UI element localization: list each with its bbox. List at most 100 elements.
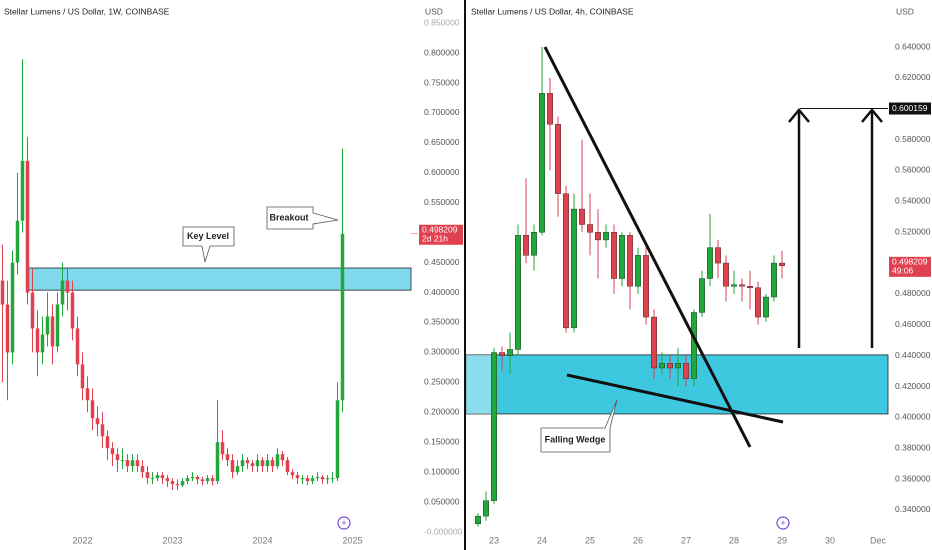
y-tick-label: 0.650000 bbox=[424, 137, 460, 147]
candle-body bbox=[145, 472, 150, 479]
candle-body bbox=[315, 476, 320, 479]
y-tick-label: 0.600000 bbox=[424, 167, 460, 177]
falling-wedge-callout: Falling Wedge bbox=[540, 399, 618, 453]
candle-body bbox=[190, 476, 195, 479]
candle-body bbox=[135, 460, 140, 467]
y-tick-label: 0.420000 bbox=[895, 381, 931, 391]
y-tick-label: -0.000000 bbox=[424, 526, 463, 536]
candle-body bbox=[55, 304, 60, 347]
candle-body bbox=[627, 235, 634, 287]
candle-body bbox=[619, 235, 626, 279]
candle-body bbox=[539, 93, 546, 233]
candle-body bbox=[330, 478, 335, 480]
y-tick-label: 0.380000 bbox=[895, 442, 931, 452]
target-price-label: 0.600159 bbox=[892, 103, 928, 113]
candle-body bbox=[603, 232, 610, 241]
candle-body bbox=[235, 466, 240, 473]
last-price-box bbox=[889, 256, 931, 277]
candle-body bbox=[285, 460, 290, 473]
candle-body bbox=[483, 500, 490, 517]
x-tick-label: 26 bbox=[633, 535, 643, 545]
last-price-label: 0.498209 bbox=[422, 225, 458, 235]
candle-body bbox=[130, 460, 135, 467]
arrow-head bbox=[788, 108, 810, 123]
candle-body bbox=[85, 388, 90, 401]
wedge-upper-line bbox=[543, 46, 752, 448]
y-tick-label: 0.540000 bbox=[895, 196, 931, 206]
candle-body bbox=[15, 220, 20, 263]
candle-body bbox=[30, 292, 35, 329]
callout-text: Falling Wedge bbox=[545, 434, 606, 444]
last-price-box bbox=[419, 224, 463, 245]
candle-body bbox=[245, 460, 250, 464]
candle-body bbox=[70, 292, 75, 329]
x-tick-label: 30 bbox=[825, 535, 835, 545]
candle-body bbox=[340, 233, 345, 401]
candle-body bbox=[240, 460, 245, 467]
candle-body bbox=[475, 515, 482, 525]
x-tick-label: 24 bbox=[537, 535, 547, 545]
y-tick-label: 0.250000 bbox=[424, 377, 460, 387]
candle-body bbox=[611, 232, 618, 279]
target-arrow bbox=[788, 108, 810, 348]
candle-body bbox=[320, 476, 325, 480]
target-price-box bbox=[889, 102, 931, 115]
candle-body bbox=[90, 400, 95, 419]
x-tick-label: 2025 bbox=[342, 535, 362, 545]
y-tick-label: 0.400000 bbox=[424, 287, 460, 297]
y-tick-label: 0.550000 bbox=[424, 197, 460, 207]
candle-body bbox=[587, 224, 594, 233]
chart-title: Stellar Lumens / US Dollar, 4h, COINBASE bbox=[471, 6, 634, 16]
candle-body bbox=[523, 235, 530, 256]
candle-body bbox=[0, 280, 5, 305]
candle-body bbox=[100, 424, 105, 437]
candle-body bbox=[739, 284, 746, 287]
candle-body bbox=[635, 255, 642, 287]
countdown-label: 2d 21h bbox=[422, 234, 448, 244]
wedge-lower-line bbox=[566, 373, 784, 424]
candle-body bbox=[667, 363, 674, 369]
breakout-callout: Breakout bbox=[266, 206, 339, 230]
candle-body bbox=[771, 262, 778, 298]
indicator-icon[interactable] bbox=[776, 516, 790, 530]
four-hour-chart: 0.340000 0.360000 0.380000 0.400000 0.420000… bbox=[465, 41, 931, 545]
indicator-icon-plus: + bbox=[341, 518, 346, 528]
candle-body bbox=[225, 454, 230, 461]
y-tick-label: 0.440000 bbox=[895, 350, 931, 360]
candle-body bbox=[195, 476, 200, 480]
candle-body bbox=[250, 463, 255, 467]
x-tick-label: 2023 bbox=[162, 535, 182, 545]
x-tick-label: Dec bbox=[870, 535, 887, 545]
candle-body bbox=[45, 316, 50, 335]
candle-body bbox=[50, 316, 55, 347]
candle-body bbox=[731, 284, 738, 287]
candle-body bbox=[205, 478, 210, 482]
candle-body bbox=[25, 160, 30, 293]
candle-body bbox=[75, 328, 80, 365]
candle-body bbox=[755, 287, 762, 318]
candle-body bbox=[547, 93, 554, 125]
candle-body bbox=[60, 280, 65, 305]
candle-body bbox=[165, 478, 170, 482]
candle-body bbox=[335, 400, 340, 479]
candle-body bbox=[155, 475, 160, 479]
candle-body bbox=[691, 312, 698, 379]
axis-unit: USD bbox=[425, 6, 443, 16]
candle-body bbox=[707, 247, 714, 279]
candle-body bbox=[563, 193, 570, 329]
y-tick-label: 0.480000 bbox=[895, 288, 931, 298]
countdown-label: 49:06 bbox=[892, 266, 914, 276]
candle-body bbox=[595, 232, 602, 241]
target-arrow bbox=[861, 108, 883, 348]
arrow-head bbox=[861, 108, 883, 123]
y-tick-label: 0.200000 bbox=[424, 407, 460, 417]
candle-body bbox=[215, 442, 220, 482]
key-level-callout: Key Level bbox=[182, 226, 235, 263]
candle-body bbox=[255, 460, 260, 467]
candle-body bbox=[170, 481, 175, 485]
indicator-icon[interactable] bbox=[337, 516, 351, 530]
y-tick-label: 0.580000 bbox=[895, 134, 931, 144]
candle-body bbox=[270, 460, 275, 467]
y-tick-label: 0.400000 bbox=[895, 412, 931, 422]
chart-title: Stellar Lumens / US Dollar, 1W, COINBASE bbox=[4, 6, 170, 16]
